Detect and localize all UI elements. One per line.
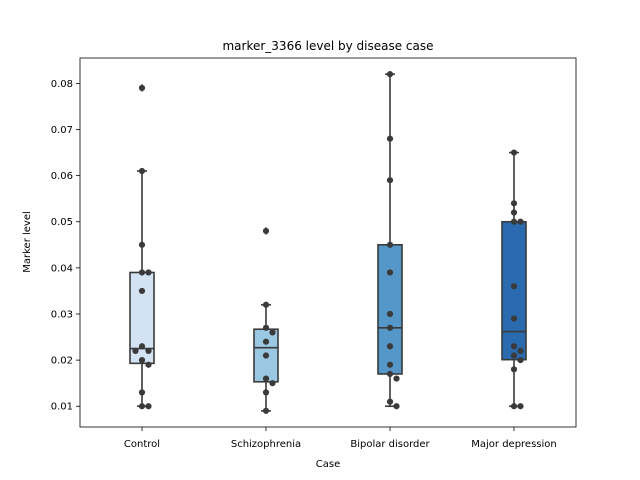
- y-tick-label: 0.08: [51, 79, 73, 90]
- data-point: [510, 343, 518, 350]
- data-point: [393, 375, 400, 382]
- data-point: [386, 71, 394, 78]
- data-point: [145, 269, 152, 276]
- data-point: [269, 329, 276, 336]
- data-point: [138, 357, 146, 364]
- data-point: [262, 407, 270, 414]
- data-point: [510, 352, 518, 359]
- data-point: [517, 357, 524, 364]
- data-point: [145, 361, 152, 368]
- data-point: [145, 347, 152, 354]
- data-point: [386, 361, 394, 368]
- data-point: [269, 380, 276, 387]
- data-point: [510, 403, 518, 410]
- data-point: [393, 403, 400, 410]
- data-point: [510, 149, 518, 156]
- y-tick-label: 0.06: [51, 171, 73, 182]
- data-point: [132, 347, 139, 354]
- data-point: [138, 403, 146, 410]
- x-tick-label: Control: [124, 439, 160, 450]
- data-point: [386, 269, 394, 276]
- data-point: [262, 301, 270, 308]
- y-tick-label: 0.03: [51, 309, 73, 320]
- data-point: [510, 200, 518, 207]
- data-point: [517, 347, 524, 354]
- data-point: [262, 389, 270, 396]
- y-tick-label: 0.02: [51, 356, 73, 367]
- y-tick-label: 0.07: [51, 125, 73, 136]
- data-point: [510, 283, 518, 290]
- x-tick-label: Schizophrenia: [231, 439, 301, 450]
- data-point: [262, 352, 270, 359]
- y-tick-label: 0.01: [51, 402, 73, 413]
- data-point: [386, 177, 394, 184]
- x-tick-label: Major depression: [471, 439, 557, 450]
- data-point: [138, 287, 146, 295]
- x-tick-label: Bipolar disorder: [350, 439, 430, 450]
- data-point: [138, 389, 146, 396]
- x-axis-label: Case: [316, 459, 340, 470]
- data-point: [262, 227, 270, 235]
- data-point: [138, 84, 146, 92]
- y-tick-label: 0.05: [51, 217, 73, 228]
- data-point: [386, 398, 394, 405]
- data-point: [262, 324, 270, 331]
- data-point: [386, 310, 394, 318]
- data-point: [510, 218, 518, 225]
- data-point: [138, 269, 146, 276]
- data-point: [386, 241, 394, 248]
- box: [501, 220, 527, 361]
- data-point: [386, 370, 394, 378]
- data-point: [262, 375, 270, 382]
- box: [377, 244, 403, 375]
- data-point: [517, 218, 524, 225]
- data-point: [145, 403, 152, 410]
- data-point: [517, 403, 524, 410]
- data-point: [138, 343, 146, 350]
- data-point: [510, 315, 518, 322]
- y-tick-label: 0.04: [51, 263, 73, 274]
- data-point: [386, 135, 394, 142]
- data-point: [386, 324, 394, 331]
- y-axis-label: Marker level: [22, 211, 33, 273]
- data-point: [138, 241, 146, 248]
- plot-frame: [79, 57, 577, 428]
- data-point: [138, 167, 146, 175]
- chart-title: marker_3366 level by disease case: [222, 39, 433, 53]
- data-point: [510, 209, 518, 216]
- data-point: [386, 343, 394, 350]
- data-point: [262, 338, 270, 345]
- data-point: [510, 366, 518, 373]
